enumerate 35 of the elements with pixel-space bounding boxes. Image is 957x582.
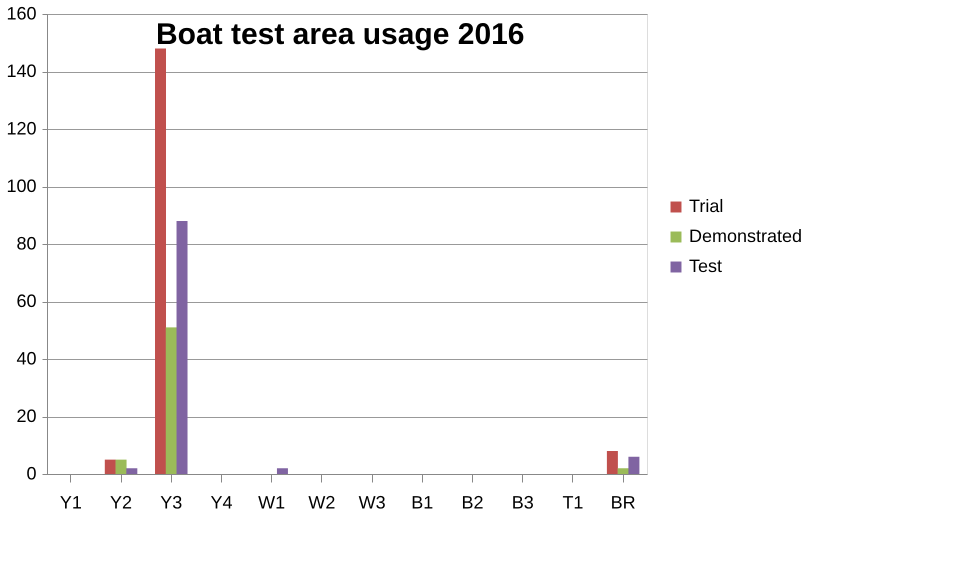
bar: [628, 456, 640, 474]
y-tick-label: 80: [16, 234, 36, 254]
y-tick-label: 40: [16, 348, 36, 368]
bar: [126, 468, 138, 474]
x-tick-label: Y3: [160, 492, 182, 512]
x-tick-label: W3: [358, 492, 386, 512]
chart-title: Boat test area usage 2016: [156, 18, 524, 51]
legend-label: Test: [689, 256, 722, 276]
legend-label: Demonstrated: [689, 226, 802, 246]
x-tick-label: BR: [610, 492, 636, 512]
x-tick-label: B3: [512, 492, 534, 512]
y-tick-label: 160: [6, 4, 36, 24]
bar: [276, 468, 288, 474]
legend-label: Trial: [689, 196, 724, 216]
bar: [116, 460, 127, 474]
bar: [155, 48, 166, 474]
x-tick-label: W1: [258, 492, 286, 512]
y-tick-label: 100: [6, 176, 36, 196]
x-tick-label: T1: [562, 492, 584, 512]
y-tick-label: 140: [6, 61, 36, 81]
x-tick-label: Y4: [210, 492, 232, 512]
y-tick-label: 0: [26, 464, 36, 484]
x-tick-label: B2: [462, 492, 484, 512]
x-tick-label: Y2: [110, 492, 132, 512]
bar: [606, 451, 618, 474]
x-tick-label: B1: [411, 492, 434, 512]
bar: [104, 460, 116, 474]
x-tick-label: Y1: [60, 492, 82, 512]
bar: [176, 221, 188, 474]
y-tick-label: 20: [16, 406, 36, 426]
y-tick-label: 120: [6, 118, 36, 138]
y-tick-label: 60: [16, 291, 36, 311]
bar: [166, 327, 177, 474]
x-tick-label: W2: [308, 492, 336, 512]
bar: [618, 468, 629, 474]
